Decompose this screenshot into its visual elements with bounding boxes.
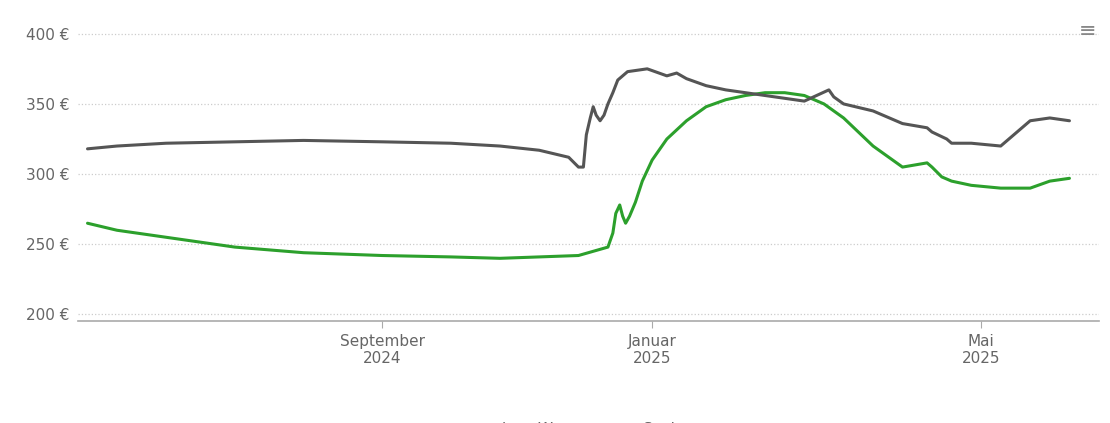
Text: ≡: ≡ (1079, 21, 1097, 41)
Legend: lose Ware, Sackware: lose Ware, Sackware (454, 416, 723, 423)
